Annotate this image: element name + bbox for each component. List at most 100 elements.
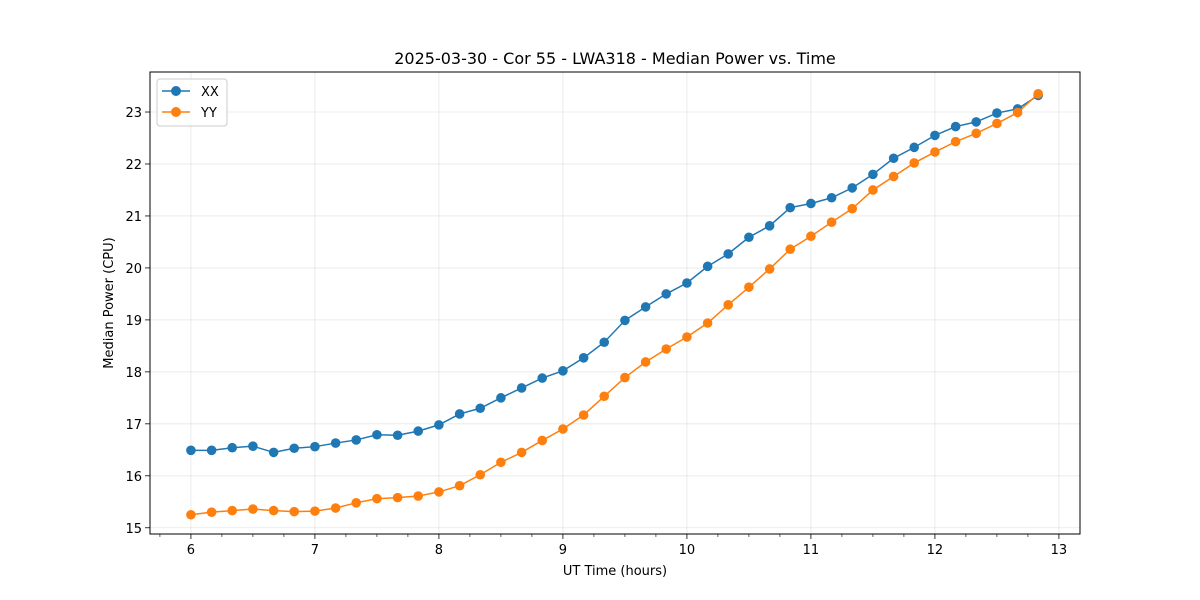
series-layer: [186, 89, 1044, 520]
data-point-xx: [888, 153, 899, 164]
data-point-xx: [744, 232, 754, 243]
data-point-xx: [826, 192, 837, 203]
data-point-xx: [454, 409, 465, 419]
data-point-xx: [496, 393, 506, 403]
plot-frame: [149, 71, 1081, 535]
data-point-xx: [289, 443, 300, 454]
data-point-xx: [930, 130, 940, 141]
data-point-yy: [868, 185, 878, 195]
data-point-yy: [744, 282, 754, 292]
series-line-yy: [190, 93, 1039, 516]
data-point-xx: [640, 302, 651, 312]
data-point-yy: [971, 128, 982, 139]
legend-label-yy: YY: [200, 106, 217, 121]
data-point-yy: [558, 424, 568, 434]
data-point-xx: [227, 442, 238, 453]
legend-label-xx: XX: [201, 85, 219, 100]
data-point-yy: [268, 505, 279, 516]
data-point-yy: [702, 318, 713, 328]
x-tick-label: 8: [435, 543, 443, 558]
data-point-xx: [723, 249, 734, 259]
x-tick-label: 13: [1051, 543, 1068, 558]
chart-title: 2025-03-30 - Cor 55 - LWA318 - Median Po…: [394, 49, 836, 68]
data-point-yy: [909, 158, 920, 168]
data-point-xx: [578, 353, 589, 363]
y-tick-label: 22: [125, 158, 142, 173]
legend: XX YY: [156, 78, 228, 127]
data-point-yy: [992, 118, 1002, 129]
x-tick-label: 7: [311, 543, 319, 558]
data-point-xx: [620, 315, 630, 326]
data-point-yy: [682, 332, 692, 342]
data-point-yy: [1033, 89, 1044, 99]
y-tick-label: 16: [125, 470, 142, 485]
data-point-yy: [950, 136, 961, 147]
data-point-yy: [475, 469, 486, 480]
data-point-xx: [206, 445, 217, 456]
data-point-yy: [186, 509, 196, 520]
data-point-xx: [785, 202, 796, 213]
data-point-yy: [496, 457, 506, 468]
data-point-yy: [248, 504, 258, 514]
data-point-xx: [516, 383, 527, 393]
data-point-xx: [599, 337, 610, 348]
y-axis-label: Median Power (CPU): [102, 237, 117, 368]
data-point-yy: [930, 147, 940, 157]
data-point-yy: [454, 480, 465, 491]
data-point-yy: [847, 203, 858, 214]
y-tick-label: 21: [125, 210, 142, 225]
legend-marker-yy: [171, 107, 181, 117]
data-point-xx: [868, 169, 878, 180]
legend-marker-xx: [171, 86, 181, 96]
data-point-yy: [372, 493, 382, 504]
data-point-xx: [806, 198, 816, 209]
data-point-xx: [310, 441, 320, 452]
x-tick-label: 10: [679, 543, 696, 558]
data-point-yy: [723, 300, 734, 310]
data-point-yy: [227, 505, 238, 516]
data-point-yy: [578, 410, 589, 420]
data-point-yy: [620, 372, 630, 383]
axis-ticks: 6 7 8 9 10 11 12 13 15 16 17 18 19 20 21 22 23: [125, 106, 1067, 558]
data-point-yy: [392, 492, 403, 503]
data-point-xx: [558, 366, 568, 376]
data-point-yy: [1012, 107, 1023, 118]
data-point-xx: [971, 117, 982, 127]
data-point-xx: [434, 420, 444, 430]
data-point-xx: [248, 441, 258, 451]
data-point-yy: [516, 447, 527, 458]
x-tick-label: 6: [187, 543, 195, 558]
data-point-yy: [640, 357, 651, 367]
data-point-xx: [950, 121, 961, 132]
data-point-xx: [475, 403, 486, 414]
data-point-yy: [206, 507, 217, 517]
data-point-yy: [785, 244, 796, 255]
data-point-xx: [392, 430, 403, 441]
data-point-yy: [764, 264, 775, 274]
data-point-yy: [826, 217, 837, 227]
x-tick-label: 12: [927, 543, 944, 558]
y-tick-label: 18: [125, 366, 142, 381]
y-tick-label: 20: [125, 262, 142, 277]
data-point-yy: [661, 344, 672, 354]
y-tick-label: 19: [125, 314, 142, 329]
data-point-xx: [702, 261, 713, 272]
data-point-yy: [599, 391, 610, 402]
x-tick-label: 9: [559, 543, 567, 558]
data-point-xx: [682, 278, 692, 288]
y-tick-label: 23: [125, 106, 142, 121]
x-axis-label: UT Time (hours): [563, 564, 667, 579]
data-point-yy: [537, 435, 548, 446]
data-point-xx: [661, 289, 672, 299]
data-point-xx: [847, 183, 858, 193]
data-point-yy: [413, 491, 424, 501]
data-point-xx: [268, 447, 279, 458]
y-tick-label: 15: [125, 522, 142, 537]
data-point-xx: [764, 221, 775, 231]
data-point-yy: [289, 506, 300, 517]
data-point-xx: [351, 435, 362, 445]
data-point-yy: [888, 171, 899, 182]
data-point-xx: [537, 373, 548, 383]
data-point-yy: [434, 487, 444, 497]
